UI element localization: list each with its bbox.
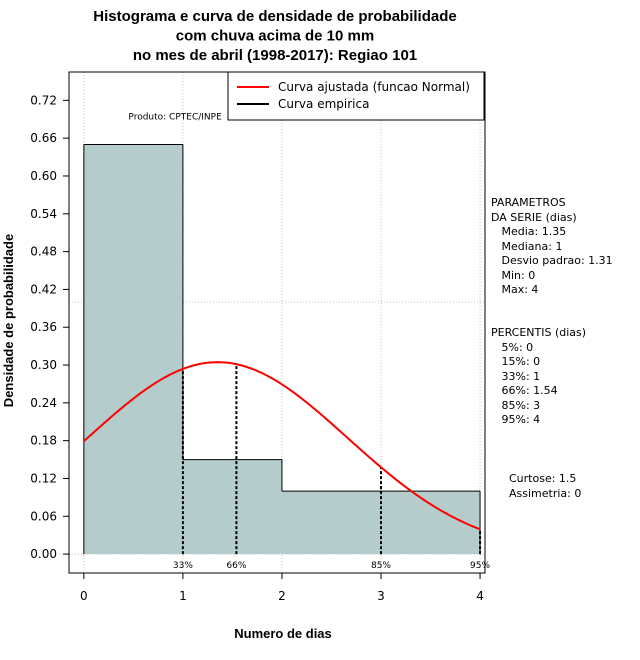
legend-fitted-label: Curva ajustada (funcao Normal) <box>278 80 470 94</box>
chart-title: Histograma e curva de densidade de proba… <box>93 8 456 64</box>
histogram-bar <box>281 491 381 555</box>
histogram-bars: Produto: CPTEC/INPE <box>83 112 481 555</box>
y-tick-label: 0.12 <box>30 471 57 485</box>
y-tick-label: 0.48 <box>30 245 57 259</box>
percentile-line-text: 5%: 0 <box>491 340 534 354</box>
parameter-line: Mediana: 1 <box>491 239 563 253</box>
parameter-line: Media: 1.35 <box>491 225 567 238</box>
parameter-line: Desvio padrao: 1.31 <box>491 254 613 267</box>
y-tick-label: 0.54 <box>30 207 57 221</box>
product-label: Produto: CPTEC/INPE <box>128 112 222 122</box>
title-line: Histograma e curva de densidade de proba… <box>93 8 456 25</box>
series-parameters: PARAMETROS DA SERIE (dias) Media: 1.35 Me… <box>491 196 613 298</box>
y-axis-label: Densidade de probabilidade <box>1 234 16 407</box>
percentile-line-text: 95%: 4 <box>491 413 541 426</box>
percentile-line-text: 15%: 0 <box>491 355 541 368</box>
y-tick-label: 0.18 <box>30 434 57 448</box>
parameter-line: Max: 4 <box>491 283 539 296</box>
percentile-markers: 33% 66% 85% 95% <box>173 364 490 571</box>
fitted-normal-curve <box>83 361 481 531</box>
percentile-line-text: 33%: 1 <box>491 369 541 383</box>
percentiles-list: PERCENTIS (dias) 5%: 0 15%: 0 33%: 1 66%… <box>491 326 586 428</box>
legend-box <box>227 71 485 121</box>
fitted-curve-group <box>83 361 481 531</box>
x-axis-label: Numero de dias <box>234 626 332 641</box>
y-tick-label: 0.00 <box>30 547 57 561</box>
parameter-line: DA SERIE (dias) <box>491 210 577 224</box>
shape-stat-line: Curtose: 1.5 <box>509 472 577 485</box>
y-tick-label: 0.66 <box>30 131 57 145</box>
histogram-bar <box>83 144 183 555</box>
x-tick-label: 0 <box>80 589 88 603</box>
y-tick-label: 0.42 <box>30 282 57 296</box>
title-line: no mes de abril (1998-2017): Regiao 101 <box>133 47 417 64</box>
x-tick-label: 1 <box>179 589 187 603</box>
shape-stat-line: Assimetria: 0 <box>509 486 582 500</box>
parameter-line: PARAMETROS <box>491 196 566 209</box>
y-tick-label: 0.06 <box>30 509 57 523</box>
y-tick-label: 0.24 <box>30 396 57 410</box>
x-tick-label: 2 <box>278 589 286 603</box>
y-tick-label: 0.36 <box>30 320 57 334</box>
histogram-bar <box>182 459 282 555</box>
legend-empirical-label: Curva empirica <box>278 97 369 111</box>
axes: 0 1 2 3 4 0.00 0.06 0.12 0.18 0.24 0.30 0.36 0.42 0.4… <box>1 71 486 641</box>
percentile-line-text: 66%: 1.54 <box>491 384 558 397</box>
percentile-label: 85% <box>371 561 391 571</box>
x-tick-label: 4 <box>476 589 484 603</box>
title-line: com chuva acima de 10 mm <box>176 28 374 45</box>
legend: Curva ajustada (funcao Normal) Curva empi… <box>227 71 485 121</box>
percentile-line-text: PERCENTIS (dias) <box>491 326 587 339</box>
y-tick-label: 0.30 <box>30 358 57 372</box>
shape-stats: Curtose: 1.5 Assimetria: 0 <box>509 472 581 501</box>
percentile-label: 66% <box>226 561 246 571</box>
parameter-line: Min: 0 <box>491 268 536 282</box>
percentile-line-text: 85%: 3 <box>491 398 541 412</box>
percentile-label: 33% <box>173 561 193 571</box>
y-tick-label: 0.72 <box>30 93 57 107</box>
percentile-label: 95% <box>470 561 490 571</box>
y-tick-label: 0.60 <box>30 169 57 183</box>
x-tick-label: 3 <box>377 589 385 603</box>
